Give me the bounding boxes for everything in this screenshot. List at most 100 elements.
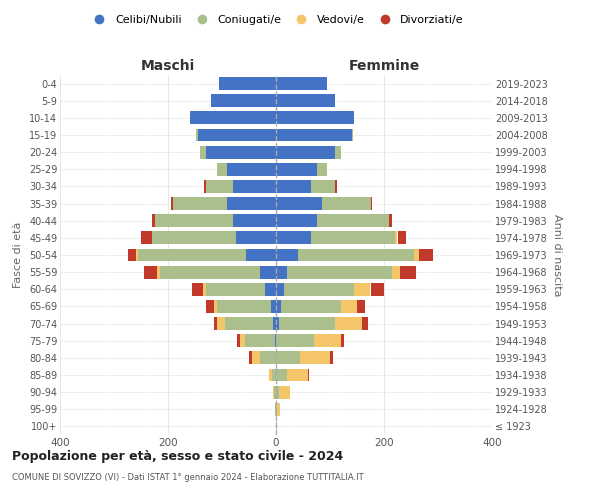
Bar: [247, 248, 276, 262]
Bar: [211, 94, 276, 107]
Bar: [139, 248, 247, 262]
Bar: [311, 232, 395, 244]
Bar: [200, 146, 206, 158]
Bar: [314, 334, 341, 347]
Bar: [287, 266, 392, 278]
Bar: [214, 300, 217, 313]
Bar: [284, 283, 354, 296]
Bar: [171, 197, 173, 210]
Bar: [260, 352, 276, 364]
Bar: [190, 112, 276, 124]
Bar: [335, 180, 337, 193]
Bar: [237, 334, 240, 347]
Bar: [217, 300, 271, 313]
Bar: [260, 266, 276, 278]
Bar: [269, 368, 272, 382]
Bar: [128, 248, 136, 262]
Bar: [419, 248, 433, 262]
Bar: [173, 197, 227, 210]
Bar: [278, 317, 335, 330]
Bar: [206, 146, 276, 158]
Bar: [395, 232, 397, 244]
Bar: [252, 352, 260, 364]
Bar: [193, 283, 203, 296]
Bar: [206, 300, 214, 313]
Bar: [198, 128, 276, 141]
Bar: [276, 266, 287, 278]
Bar: [276, 248, 298, 262]
Legend: Celibi/Nubili, Coniugati/e, Vedovi/e, Divorziati/e: Celibi/Nubili, Coniugati/e, Vedovi/e, Di…: [84, 10, 468, 29]
Bar: [265, 283, 276, 296]
Bar: [322, 197, 371, 210]
Bar: [354, 283, 370, 296]
Bar: [330, 352, 332, 364]
Bar: [233, 214, 276, 227]
Bar: [276, 94, 335, 107]
Bar: [233, 180, 276, 193]
Bar: [276, 386, 278, 398]
Bar: [274, 386, 276, 398]
Bar: [287, 368, 308, 382]
Bar: [398, 232, 406, 244]
Bar: [308, 368, 310, 382]
Bar: [276, 180, 311, 193]
Bar: [362, 317, 368, 330]
Bar: [276, 163, 317, 175]
Bar: [152, 214, 155, 227]
Bar: [275, 334, 276, 347]
Bar: [272, 368, 276, 382]
Bar: [214, 317, 217, 330]
Bar: [400, 266, 416, 278]
Bar: [276, 334, 314, 347]
Bar: [317, 163, 328, 175]
Bar: [225, 317, 274, 330]
Y-axis label: Anni di nascita: Anni di nascita: [551, 214, 562, 296]
Bar: [141, 232, 152, 244]
Text: Maschi: Maschi: [141, 58, 195, 72]
Bar: [278, 386, 290, 398]
Bar: [204, 180, 206, 193]
Bar: [317, 214, 389, 227]
Bar: [276, 128, 352, 141]
Bar: [276, 317, 278, 330]
Bar: [389, 214, 392, 227]
Bar: [276, 112, 354, 124]
Y-axis label: Fasce di età: Fasce di età: [13, 222, 23, 288]
Bar: [276, 77, 328, 90]
Bar: [371, 283, 384, 296]
Bar: [274, 317, 276, 330]
Bar: [227, 197, 276, 210]
Bar: [276, 420, 277, 433]
Bar: [301, 352, 330, 364]
Text: Popolazione per età, sesso e stato civile - 2024: Popolazione per età, sesso e stato civil…: [12, 450, 343, 463]
Bar: [144, 266, 157, 278]
Bar: [371, 197, 372, 210]
Bar: [277, 403, 280, 415]
Bar: [311, 180, 335, 193]
Bar: [271, 300, 276, 313]
Bar: [276, 300, 281, 313]
Bar: [157, 266, 160, 278]
Bar: [276, 214, 317, 227]
Bar: [227, 163, 276, 175]
Bar: [341, 334, 343, 347]
Bar: [155, 214, 233, 227]
Bar: [196, 128, 198, 141]
Bar: [240, 334, 245, 347]
Bar: [276, 352, 301, 364]
Bar: [276, 368, 287, 382]
Bar: [217, 317, 225, 330]
Bar: [220, 77, 276, 90]
Bar: [245, 334, 275, 347]
Bar: [335, 146, 341, 158]
Bar: [414, 248, 419, 262]
Bar: [341, 300, 357, 313]
Bar: [352, 128, 353, 141]
Bar: [276, 403, 277, 415]
Bar: [276, 197, 322, 210]
Bar: [152, 232, 235, 244]
Text: Femmine: Femmine: [349, 58, 419, 72]
Bar: [357, 300, 365, 313]
Bar: [217, 163, 227, 175]
Bar: [203, 283, 206, 296]
